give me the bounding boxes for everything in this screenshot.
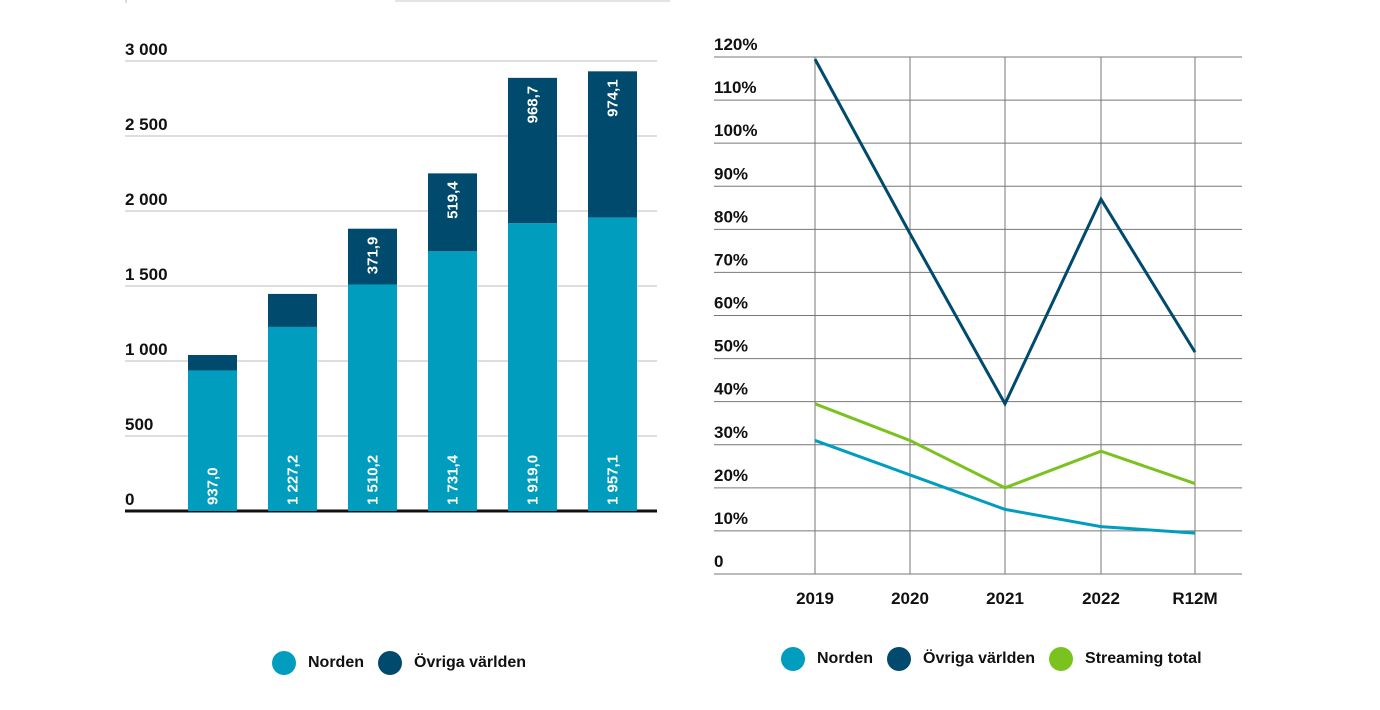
y-tick-label: 0 [125, 490, 134, 509]
bar-value-label: 371,9 [365, 237, 382, 275]
y-tick-label: 40% [714, 380, 748, 399]
legend-dot-streaming [1049, 647, 1074, 671]
legend-item-streaming: Streaming total [1049, 647, 1202, 671]
y-tick-label: 30% [714, 423, 748, 442]
bar-value-label: 937,0 [205, 467, 222, 505]
legend-item-ovriga: Övriga världen [887, 647, 1035, 671]
bar-segment-ovriga [348, 228, 397, 285]
y-tick-label: 120% [714, 35, 757, 54]
bar-segment-norden [508, 223, 557, 511]
y-tick-label: 500 [125, 415, 153, 434]
top-divider [395, 0, 670, 2]
y-tick-label: 20% [714, 466, 748, 485]
legend-dot-ovriga [887, 647, 911, 671]
bar-value-label: 519,4 [445, 181, 462, 219]
y-tick-label: 50% [714, 337, 748, 356]
bar-chart-legend: Norden Övriga världen [272, 651, 540, 675]
y-tick-label: 1 000 [125, 340, 168, 359]
x-tick-label: R12M [1172, 589, 1217, 608]
bar-value-label: 1 227,2 [285, 455, 302, 505]
legend-item-ovriga: Övriga världen [378, 651, 526, 675]
top-tick-mark [125, 0, 127, 3]
bar-segment-norden [188, 370, 237, 511]
bar-value-label: 968,7 [525, 86, 542, 124]
x-tick-label: 2019 [796, 589, 834, 608]
legend-dot-norden [272, 651, 296, 675]
y-tick-label: 100% [714, 121, 757, 140]
line-chart-legend: Norden Övriga världen Streaming total [781, 647, 1216, 671]
bar-segment-norden [268, 326, 317, 511]
x-tick-label: 2021 [986, 589, 1024, 608]
bar-value-label: 1 957,1 [605, 455, 622, 505]
y-tick-label: 3 000 [125, 40, 168, 59]
bar-segment-norden [428, 251, 477, 512]
y-tick-label: 70% [714, 250, 748, 269]
legend-label: Övriga världen [923, 650, 1036, 667]
y-tick-label: 80% [714, 207, 748, 226]
stacked-bar-chart: 0 500 1 000 1 500 2 000 2 500 3 000 937,0 1 227… [125, 40, 657, 513]
legend-dot-ovriga [378, 651, 402, 675]
bar-segment-ovriga [428, 173, 477, 252]
bar-segment-ovriga [508, 77, 557, 224]
y-tick-label: 10% [714, 509, 748, 528]
legend-label: Norden [308, 654, 364, 671]
x-tick-label: 2020 [891, 589, 929, 608]
legend-item-norden: Norden [781, 647, 873, 671]
y-tick-label: 90% [714, 164, 748, 183]
legend-label: Streaming total [1085, 650, 1202, 667]
bar-segment-ovriga [188, 355, 237, 371]
y-tick-label: 2 500 [125, 115, 168, 134]
bar-value-label: 974,1 [605, 79, 622, 117]
legend-item-norden: Norden [272, 651, 364, 675]
bar-value-label: 1 510,2 [365, 455, 382, 505]
y-tick-label: 1 500 [125, 265, 168, 284]
y-tick-label: 110% [714, 78, 757, 97]
legend-label: Norden [817, 650, 873, 667]
bar-segment-norden [348, 284, 397, 511]
bar-value-label: 1 919,0 [525, 455, 542, 505]
bar-segment-norden [588, 217, 637, 511]
line-chart: 0 10% 20% 30% 40% 50% 60% 70% 80% 90% 100% 110% 120%… [714, 35, 1242, 608]
bar-segment-ovriga [268, 293, 317, 327]
bar-segment-ovriga [588, 71, 637, 218]
y-tick-label: 0 [714, 552, 723, 571]
legend-label: Övriga världen [414, 654, 527, 671]
bar-value-label: 1 731,4 [445, 454, 462, 505]
legend-dot-norden [781, 647, 805, 671]
x-tick-label: 2022 [1082, 589, 1120, 608]
y-tick-label: 60% [714, 294, 748, 313]
y-tick-label: 2 000 [125, 190, 168, 209]
